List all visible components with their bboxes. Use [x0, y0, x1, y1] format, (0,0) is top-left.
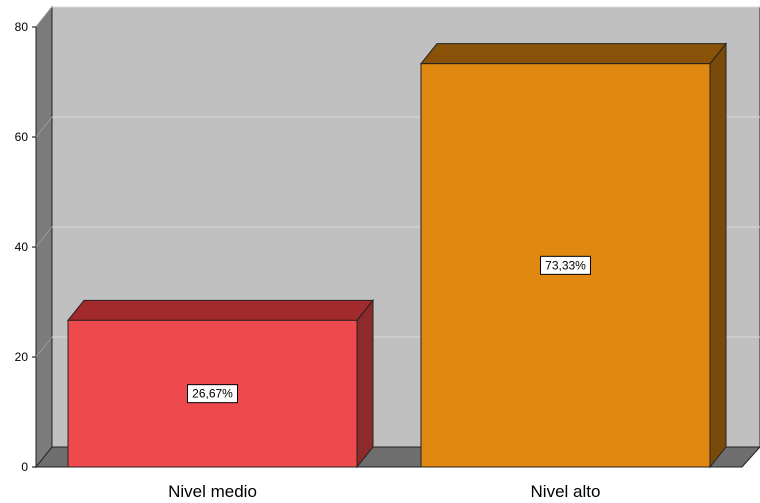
data-label-box [540, 255, 591, 275]
y-axis: 0 20 40 60 80 [15, 20, 36, 474]
bar-top [66, 299, 375, 321]
y-tick-label: 60 [15, 130, 29, 144]
bar-top [419, 43, 728, 65]
bars: 26,67% 73,33% [66, 42, 728, 469]
gridline-side [35, 336, 53, 358]
bar-side [709, 42, 727, 469]
x-tick-label: Nivel medio [168, 482, 257, 501]
x-axis: Nivel medio Nivel alto [168, 482, 600, 501]
gridline-side [35, 6, 53, 28]
gridline-side [35, 116, 53, 138]
y-tick-label: 20 [15, 350, 29, 364]
gridline-side [35, 226, 53, 248]
y-tick-label: 0 [21, 460, 28, 474]
data-label: 73,33% [545, 258, 586, 272]
data-label: 26,67% [192, 387, 233, 401]
bar: 73,33% [419, 42, 728, 469]
x-tick-label: Nivel alto [531, 482, 601, 501]
y-tick-label: 80 [15, 20, 29, 34]
y-tick-label: 40 [15, 240, 29, 254]
data-label-box [187, 384, 238, 404]
bar-side [356, 298, 374, 469]
bar: 26,67% [66, 298, 375, 469]
